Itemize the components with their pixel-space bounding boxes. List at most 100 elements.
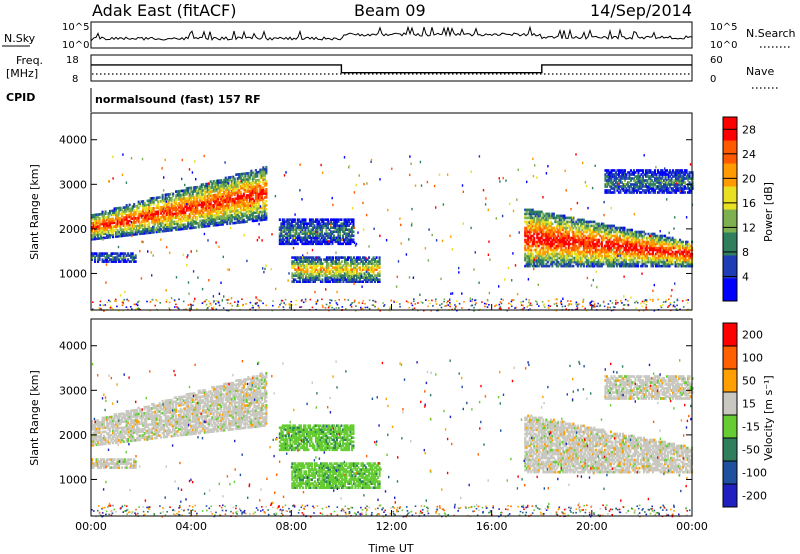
echo-cell bbox=[214, 217, 217, 221]
echo-cell bbox=[260, 216, 263, 220]
echo-cell bbox=[227, 180, 230, 183]
echo-cell bbox=[179, 209, 182, 213]
echo-cell bbox=[372, 268, 375, 271]
echo-cell bbox=[291, 276, 294, 279]
echo-cell bbox=[152, 218, 155, 222]
echo-cell bbox=[122, 260, 125, 263]
echo-cell bbox=[340, 278, 343, 282]
echo-cell bbox=[330, 276, 333, 279]
echo-cell bbox=[295, 270, 298, 273]
echo-cell bbox=[294, 262, 297, 265]
echo-cell bbox=[185, 201, 188, 204]
echo-cell bbox=[184, 205, 187, 208]
echo-cell bbox=[244, 188, 247, 192]
echo-cell bbox=[101, 254, 104, 257]
echo-cell bbox=[233, 181, 236, 185]
echo-cell bbox=[308, 240, 311, 244]
echo-cell bbox=[245, 214, 248, 217]
echo-cell bbox=[366, 268, 369, 271]
echo-cell bbox=[354, 278, 357, 282]
echo-cell bbox=[378, 274, 381, 277]
echo-cell bbox=[287, 222, 290, 226]
echo-cell bbox=[175, 214, 178, 218]
echo-cell bbox=[283, 218, 286, 222]
echo-cell bbox=[247, 218, 250, 221]
echo-cell bbox=[185, 225, 188, 228]
echo-cell bbox=[281, 218, 284, 222]
echo-cell bbox=[587, 256, 590, 260]
echo-cell bbox=[172, 192, 175, 196]
echo-cell bbox=[209, 218, 212, 222]
echo-cell bbox=[143, 218, 146, 221]
echo-cell bbox=[325, 222, 328, 226]
echo-cell bbox=[524, 254, 527, 258]
echo-cell bbox=[281, 224, 284, 228]
echo-cell bbox=[263, 182, 266, 185]
echo-cell bbox=[533, 228, 536, 232]
echo-cell bbox=[122, 228, 125, 232]
echo-cell bbox=[354, 280, 357, 284]
echo-cell bbox=[343, 222, 346, 226]
echo-cell bbox=[215, 209, 218, 213]
echo-cell bbox=[329, 218, 332, 222]
echo-cell bbox=[312, 268, 315, 271]
echo-cell bbox=[310, 276, 313, 279]
echo-cell bbox=[215, 187, 218, 191]
echo-cell bbox=[284, 240, 287, 244]
echo-cell bbox=[214, 215, 217, 219]
echo-cell bbox=[143, 216, 146, 219]
echo-cell bbox=[191, 192, 194, 196]
echo-cell bbox=[302, 222, 305, 226]
echo-cell bbox=[259, 172, 262, 176]
echo-cell bbox=[311, 218, 314, 222]
echo-cell bbox=[112, 217, 115, 221]
echo-cell bbox=[155, 196, 158, 200]
echo-cell bbox=[158, 200, 161, 203]
echo-cell bbox=[110, 260, 113, 263]
echo-cell bbox=[307, 276, 310, 279]
echo-cell bbox=[352, 220, 355, 224]
echo-cell bbox=[97, 231, 100, 234]
echo-cell bbox=[259, 194, 262, 198]
echo-cell bbox=[527, 246, 530, 250]
echo-cell bbox=[325, 262, 328, 265]
echo-cell bbox=[188, 186, 191, 190]
echo-cell bbox=[163, 219, 166, 223]
echo-cell bbox=[227, 208, 230, 211]
echo-cell bbox=[287, 238, 290, 242]
echo-cell bbox=[316, 224, 319, 228]
echo-cell bbox=[199, 213, 202, 217]
echo-cell bbox=[200, 215, 203, 219]
echo-cell bbox=[164, 229, 167, 233]
echo-cell bbox=[169, 197, 172, 200]
echo-cell bbox=[301, 228, 304, 232]
echo-cell bbox=[124, 258, 127, 261]
echo-cell bbox=[262, 192, 265, 195]
echo-cell bbox=[232, 221, 235, 225]
echo-cell bbox=[280, 226, 283, 230]
echo-cell bbox=[170, 204, 173, 208]
echo-cell bbox=[154, 216, 157, 220]
echo-cell bbox=[142, 200, 145, 203]
echo-cell bbox=[250, 189, 253, 193]
echo-cell bbox=[221, 199, 224, 202]
echo-cell bbox=[139, 232, 142, 236]
echo-cell bbox=[209, 214, 212, 218]
echo-cell bbox=[142, 228, 145, 231]
echo-cell bbox=[320, 236, 323, 240]
echo-cell bbox=[226, 178, 229, 182]
echo-cell bbox=[251, 185, 254, 189]
echo-cell bbox=[124, 212, 127, 215]
echo-cell bbox=[143, 228, 146, 231]
echo-cell bbox=[116, 221, 119, 224]
echo-cell bbox=[298, 264, 301, 267]
echo-cell bbox=[297, 256, 300, 259]
echo-cell bbox=[313, 266, 316, 269]
echo-cell bbox=[118, 224, 121, 228]
echo-cell bbox=[524, 228, 527, 232]
echo-cell bbox=[334, 238, 337, 242]
echo-cell bbox=[365, 260, 368, 263]
echo-cell bbox=[286, 240, 289, 244]
echo-cell bbox=[107, 218, 110, 221]
echo-cell bbox=[345, 258, 348, 261]
